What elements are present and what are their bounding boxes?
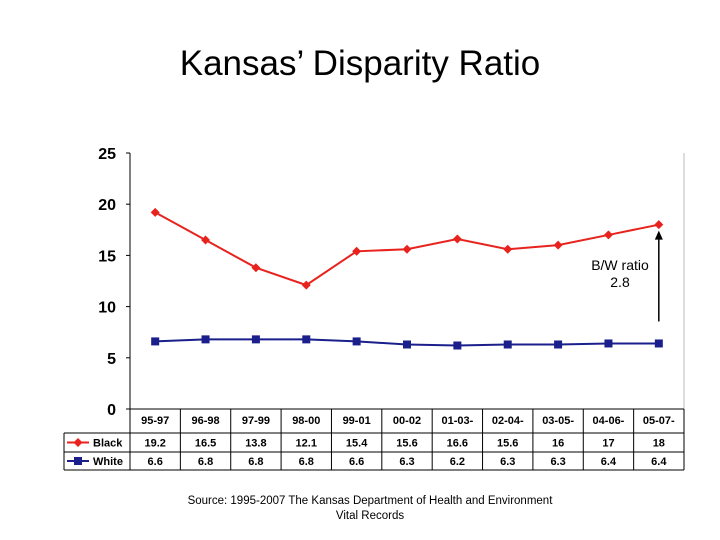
white-data-point (604, 339, 613, 348)
white-data-point (302, 335, 311, 344)
source-line-2: Vital Records (335, 510, 405, 522)
black-data-point (654, 220, 664, 230)
white-data-point (403, 340, 411, 349)
white-value-label: 6.6 (148, 456, 163, 468)
black-data-point (603, 230, 613, 240)
white-legend-label: White (93, 456, 123, 468)
chart-title: Kansas’ Disparity Ratio (179, 44, 541, 83)
y-tick-label: 0 (107, 402, 116, 419)
category-label: 95-97 (141, 415, 169, 427)
black-legend-label: Black (93, 438, 123, 450)
category-label: 03-05- (542, 415, 574, 427)
white-value-label: 6.4 (651, 456, 667, 468)
chart-series (150, 207, 664, 350)
category-label: 04-06- (593, 415, 625, 427)
category-label: 96-98 (191, 415, 219, 427)
black-data-point (503, 244, 513, 254)
black-data-point (402, 244, 412, 254)
annotation-text: B/W ratio (591, 257, 649, 273)
black-value-label: 12.1 (296, 438, 317, 450)
category-label: 02-04- (492, 415, 524, 427)
white-value-label: 6.3 (550, 456, 565, 468)
white-value-label: 6.2 (450, 456, 465, 468)
white-data-point (151, 337, 160, 346)
black-data-point (553, 240, 563, 250)
white-legend-marker (74, 457, 82, 465)
black-data-point (352, 246, 362, 256)
black-legend-marker (73, 438, 83, 447)
black-value-label: 13.8 (245, 438, 266, 450)
black-value-label: 19.2 (144, 438, 165, 450)
white-value-label: 6.6 (349, 456, 364, 468)
white-data-point (654, 339, 663, 348)
black-value-label: 17 (602, 438, 614, 450)
category-label: 05-07- (643, 415, 675, 427)
white-value-label: 6.3 (500, 456, 515, 468)
category-label: 97-99 (242, 415, 270, 427)
white-data-point (251, 335, 260, 344)
y-tick-label: 15 (98, 248, 116, 265)
white-data-point (201, 335, 210, 344)
white-value-label: 6.4 (601, 456, 617, 468)
y-tick-label: 10 (98, 300, 116, 317)
category-label: 00-02 (393, 415, 421, 427)
black-data-point (150, 207, 160, 217)
white-value-label: 6.3 (399, 456, 414, 468)
white-data-point (554, 340, 563, 349)
black-value-label: 15.6 (497, 438, 518, 450)
category-label: 01-03- (441, 415, 473, 427)
black-value-label: 16.5 (195, 438, 216, 450)
white-value-label: 6.8 (198, 456, 213, 468)
source-line-1: Source: 1995-2007 The Kansas Department … (187, 495, 553, 507)
category-label: 98-00 (292, 415, 320, 427)
y-tick-label: 25 (98, 146, 116, 163)
category-label: 99-01 (343, 415, 371, 427)
black-value-label: 16.6 (447, 438, 468, 450)
chart-axes: 0 5 10 15 20 25 (98, 146, 685, 470)
black-data-point (201, 235, 211, 245)
white-value-label: 6.8 (248, 456, 263, 468)
black-value-label: 15.6 (396, 438, 417, 450)
white-data-point (503, 340, 512, 349)
white-data-point (453, 341, 462, 350)
black-value-label: 15.4 (346, 438, 368, 450)
black-value-label: 16 (552, 438, 564, 450)
source-note: Source: 1995-2007 The Kansas Department … (130, 494, 610, 524)
data-table: 95-97 96-98 97-99 98-00 99-01 00-02 01-03- 02-0… (63, 408, 685, 471)
annotation-text: 2.8 (610, 274, 630, 290)
y-tick-label: 5 (107, 351, 116, 368)
black-data-point (251, 263, 261, 273)
black-data-point (452, 234, 462, 244)
black-data-point (301, 280, 311, 290)
annotation-arrowhead (654, 230, 663, 240)
white-value-label: 6.8 (299, 456, 314, 468)
black-value-label: 18 (653, 438, 665, 450)
y-tick-label: 20 (98, 197, 116, 214)
white-data-point (352, 337, 361, 346)
